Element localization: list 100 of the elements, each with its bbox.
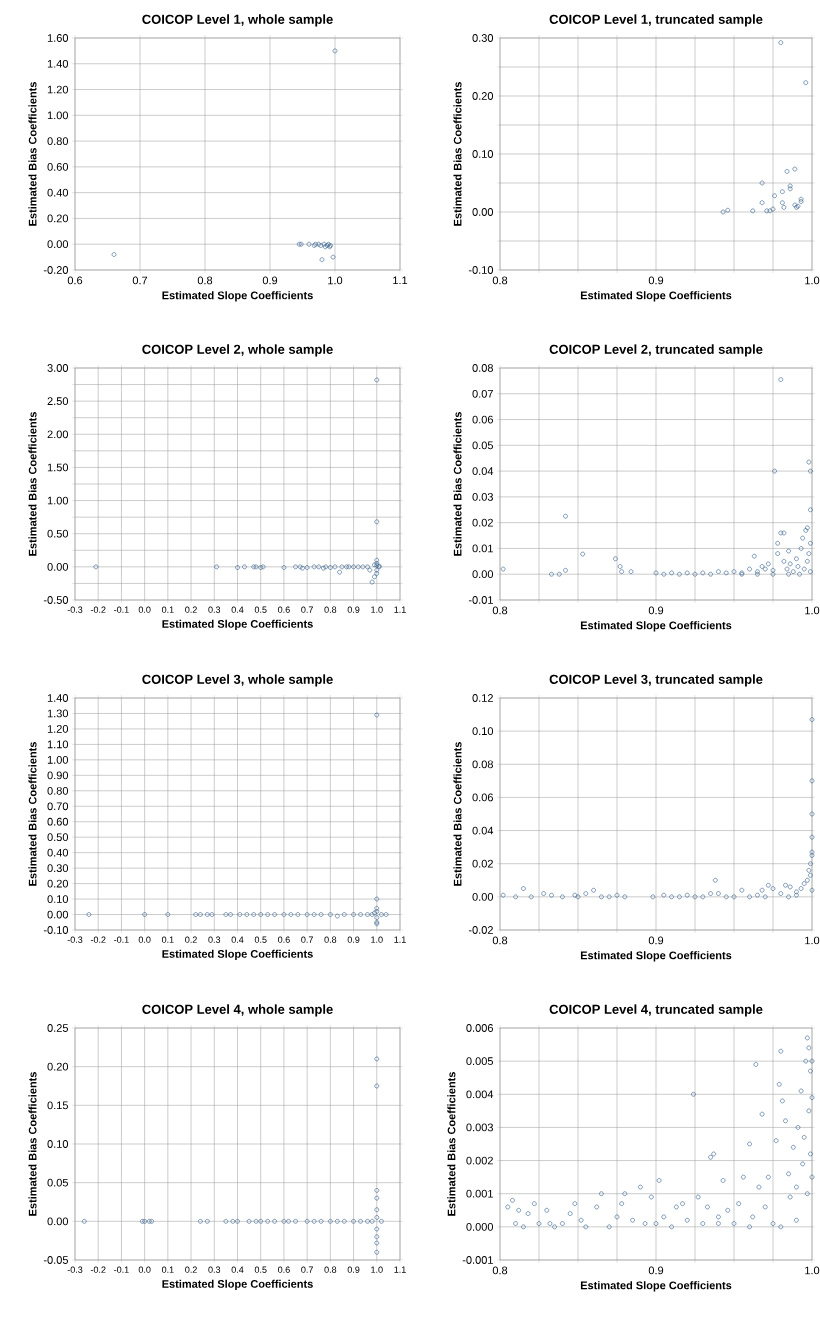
point <box>374 712 380 718</box>
chart-title: COICOP Level 2, whole sample <box>142 344 333 357</box>
x-tick-label: -0.2 <box>90 606 106 613</box>
point <box>297 564 303 570</box>
point <box>351 912 356 917</box>
point <box>787 183 793 189</box>
point <box>214 564 219 570</box>
y-tick-label: -0.01 <box>468 596 493 604</box>
y-tick-label: 0.01 <box>472 544 493 553</box>
x-tick-label: 0.6 <box>278 936 290 943</box>
point <box>747 894 752 900</box>
point <box>583 891 589 896</box>
y-tick-label: 0.10 <box>47 1140 69 1148</box>
x-tick-label: 0.4 <box>231 606 244 613</box>
point <box>341 912 347 917</box>
point <box>700 570 706 576</box>
y-tick-label: 1.20 <box>47 725 69 733</box>
point <box>808 569 813 574</box>
point <box>806 868 812 873</box>
x-tick-label: 0.7 <box>132 276 148 285</box>
y-tick-label: -0.001 <box>462 1256 493 1264</box>
point <box>86 912 92 917</box>
y-tick-label: 0.07 <box>472 389 493 398</box>
point <box>778 377 784 382</box>
x-tick-label: 0.8 <box>324 606 337 613</box>
point <box>528 894 534 900</box>
point <box>617 564 623 569</box>
y-axis-title: Estimated Bias Coefficients <box>28 742 37 886</box>
point <box>198 1219 203 1224</box>
point <box>803 528 809 533</box>
point <box>684 570 690 576</box>
point <box>242 564 247 570</box>
point <box>346 564 352 570</box>
x-tick-label: 1.1 <box>394 606 406 613</box>
point <box>323 564 329 570</box>
point <box>235 1219 240 1224</box>
x-tick-label: 0.5 <box>254 936 267 943</box>
point <box>374 1188 380 1193</box>
point <box>809 811 815 817</box>
x-tick-label: -0.1 <box>114 936 129 943</box>
point <box>780 189 785 194</box>
point <box>374 1195 380 1201</box>
x-tick-label: 0.7 <box>301 606 313 613</box>
point <box>316 564 322 570</box>
y-tick-label: 0.60 <box>47 817 69 826</box>
y-tick-label: 0.20 <box>47 1062 69 1071</box>
point <box>759 564 765 569</box>
point <box>146 1219 152 1224</box>
point <box>770 568 776 573</box>
point <box>372 910 377 916</box>
y-tick-label: 0.20 <box>472 92 494 100</box>
x-tick-label: 0.1 <box>161 1266 174 1273</box>
y-tick-label: -0.05 <box>43 1256 68 1264</box>
x-tick-label: -0.2 <box>90 936 106 943</box>
point <box>374 1226 380 1232</box>
y-tick-label: 0.80 <box>47 137 69 145</box>
point <box>265 1219 270 1224</box>
chart-title: COICOP Level 3, truncated sample <box>549 674 763 687</box>
y-tick-label: 0.90 <box>47 771 69 780</box>
point <box>332 48 338 54</box>
x-tick-label: 1.0 <box>371 936 383 943</box>
point <box>374 1207 380 1213</box>
x-tick-label: 0.8 <box>324 936 337 943</box>
y-tick-label: 1.60 <box>47 34 69 42</box>
point <box>628 569 634 574</box>
point <box>759 200 765 206</box>
point <box>684 892 690 898</box>
chart-title: COICOP Level 4, whole sample <box>142 1004 333 1017</box>
x-axis-title: Estimated Slope Coefficients <box>162 619 313 631</box>
y-axis-title: Estimated Bias Coefficients <box>28 82 37 226</box>
y-tick-label: 0.06 <box>472 415 493 424</box>
point <box>374 571 380 576</box>
point <box>513 894 518 900</box>
point <box>358 1219 363 1224</box>
point <box>328 1219 333 1224</box>
y-tick-label: 0.000 <box>466 1222 494 1231</box>
y-tick-label: 0.06 <box>472 793 493 802</box>
y-tick-label: 0.00 <box>47 1217 69 1226</box>
point <box>755 569 760 574</box>
point <box>351 564 356 570</box>
x-tick-label: 0.8 <box>492 276 508 285</box>
point <box>792 202 798 208</box>
x-tick-label: 0.8 <box>324 1266 337 1273</box>
point <box>770 206 776 212</box>
point <box>778 891 784 896</box>
point <box>142 912 147 917</box>
point <box>293 1219 298 1224</box>
point <box>801 881 807 886</box>
x-axis-title: Estimated Slope Coefficients <box>580 621 732 632</box>
y-tick-label: 1.50 <box>47 463 69 472</box>
x-tick-label: 0.9 <box>648 606 664 615</box>
y-tick-label: 0.00 <box>47 562 69 571</box>
y-tick-label: 0.60 <box>47 162 69 171</box>
point <box>692 571 698 577</box>
x-tick-label: 0.8 <box>197 276 213 285</box>
point <box>787 561 793 567</box>
point <box>358 912 363 917</box>
y-tick-label: 0.00 <box>47 240 69 249</box>
point <box>237 912 243 917</box>
point <box>759 180 765 186</box>
